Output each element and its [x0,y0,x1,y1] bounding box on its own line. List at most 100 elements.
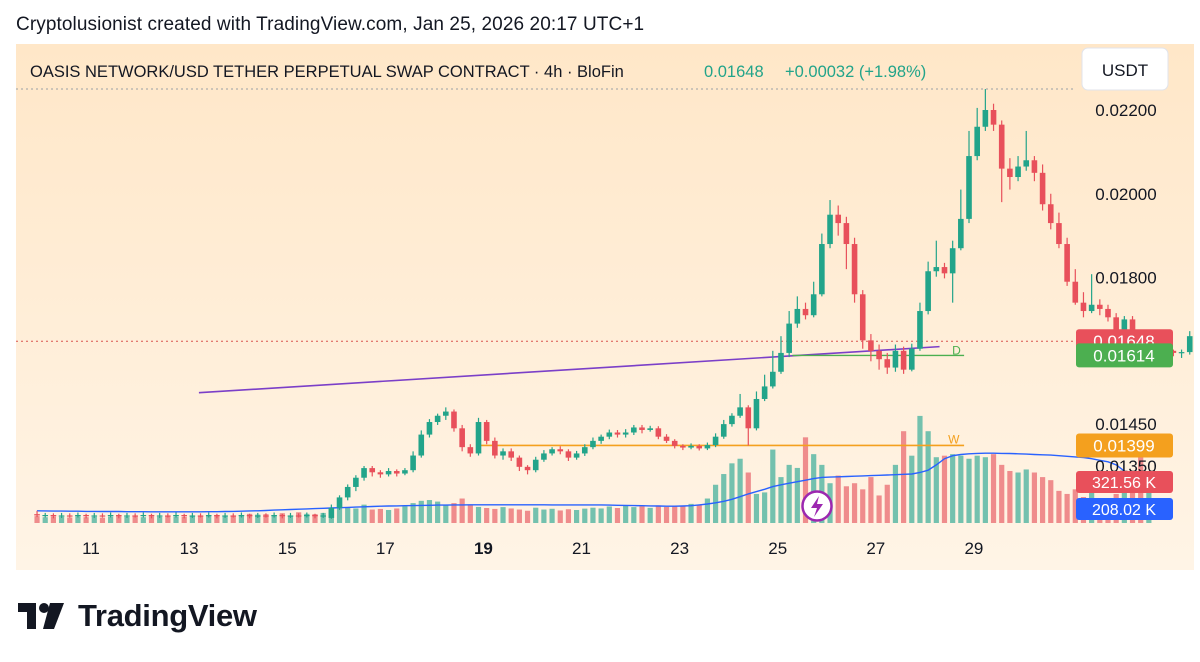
candle [827,214,833,245]
volume-bar [623,505,629,523]
candle [492,440,498,456]
candle [835,214,842,224]
volume-bar [435,501,441,523]
volume-label: 208.02 K [1092,502,1156,519]
candle [214,515,220,517]
candle [532,459,539,471]
candle [966,156,972,219]
chart-title: OASIS NETWORK/USD TETHER PERPETUAL SWAP … [30,63,624,81]
candle [1072,281,1079,303]
volume-bar [132,516,138,523]
candle [598,436,604,441]
volume-bar [214,515,220,523]
volume-bar [672,505,678,523]
x-tick-label: 13 [180,539,199,558]
candle [50,515,57,517]
candle [696,445,703,449]
candle [254,515,261,517]
volume-bar [75,516,81,523]
candle [565,451,572,458]
chart-panel[interactable]: D W OASIS NETWORK/USD TETHER PERPETUAL SW… [16,44,1194,570]
volume-bar [941,455,948,523]
volume-bar [1031,472,1038,523]
candle [1105,308,1111,318]
volume-bar [361,504,367,523]
tradingview-logo[interactable]: TradingView [18,598,257,634]
orange-level-tag: W [948,432,960,446]
volume-bar [753,493,760,523]
candle [181,515,187,517]
candle [1007,168,1013,178]
candle [75,515,81,517]
volume-bar [868,477,874,523]
support-line-tag: D [952,343,961,357]
volume-bar [287,515,294,523]
volume-bar [639,506,645,523]
candle [271,515,277,517]
volume-bar [631,507,637,523]
candle [148,515,155,517]
volume-bar [999,464,1005,523]
candle [1178,352,1185,354]
volume-bar [99,517,106,523]
candle [369,468,376,473]
volume-bar [67,517,73,523]
candle [794,308,801,324]
volume-bar [574,509,580,523]
volume-bar [500,507,506,523]
candle [426,422,433,435]
candle [304,515,310,517]
volume-bar [549,508,555,523]
lightning-icon[interactable] [801,490,833,522]
trendline [198,345,940,394]
volume-bar [680,506,686,523]
candle [124,515,130,517]
volume-bar [811,454,817,523]
volume-bar [377,508,384,523]
y-tick-label: 0.02000 [1095,185,1156,204]
volume-bar [663,506,670,523]
volume-bar [353,508,359,523]
candles [34,89,1193,519]
volume-bar [655,505,661,523]
y-tick-label: 0.02200 [1095,101,1156,120]
candle [859,294,866,341]
volume-bar [541,509,547,523]
volume-bar [58,516,65,523]
currency-label[interactable]: USDT [1102,61,1148,80]
candle [958,218,964,249]
candle [230,515,237,517]
candle [246,515,253,517]
volume-ma-line [36,452,1150,513]
candle [344,486,351,498]
currency-button[interactable] [1081,47,1169,91]
chart-svg[interactable]: D W OASIS NETWORK/USD TETHER PERPETUAL SW… [16,44,1194,570]
candle [205,515,212,517]
candle [483,422,490,441]
candle [761,386,768,399]
candle [688,445,694,448]
candle [361,468,367,478]
volume-bar [598,508,604,523]
candle [336,497,343,508]
volume-bar [778,477,784,523]
volume-bar [394,508,400,523]
candle [819,244,825,295]
y-tick-label: 0.01800 [1095,269,1156,288]
volume-bar [696,504,702,523]
candle [475,422,482,454]
volume-bar [647,507,653,523]
candle [614,432,621,435]
candle [712,436,719,446]
candle [434,415,441,423]
candle [802,308,809,316]
x-tick-label: 11 [82,539,100,558]
volume-bar [443,504,449,523]
volume-bar [140,517,146,523]
candle [42,515,49,517]
volume-bar [884,484,890,523]
candle [541,453,547,460]
volume-bar [345,507,351,523]
volume-ma [36,452,1150,513]
x-tick-label: 29 [964,539,983,558]
